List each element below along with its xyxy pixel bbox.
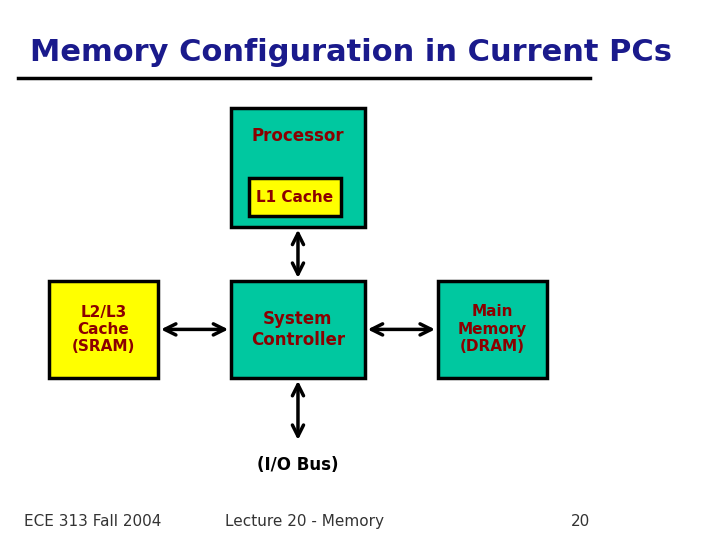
Text: L1 Cache: L1 Cache: [256, 190, 333, 205]
Text: (I/O Bus): (I/O Bus): [257, 456, 338, 474]
Text: L2/L3
Cache
(SRAM): L2/L3 Cache (SRAM): [72, 305, 135, 354]
Text: Memory Configuration in Current PCs: Memory Configuration in Current PCs: [30, 38, 672, 67]
FancyBboxPatch shape: [231, 281, 365, 378]
FancyBboxPatch shape: [49, 281, 158, 378]
FancyBboxPatch shape: [231, 108, 365, 227]
Text: Lecture 20 - Memory: Lecture 20 - Memory: [225, 514, 384, 529]
Text: 20: 20: [571, 514, 590, 529]
Text: System
Controller: System Controller: [251, 310, 345, 349]
Text: Main
Memory
(DRAM): Main Memory (DRAM): [458, 305, 527, 354]
FancyBboxPatch shape: [438, 281, 547, 378]
Text: ECE 313 Fall 2004: ECE 313 Fall 2004: [24, 514, 162, 529]
Text: Processor: Processor: [252, 127, 344, 145]
FancyBboxPatch shape: [249, 178, 341, 216]
